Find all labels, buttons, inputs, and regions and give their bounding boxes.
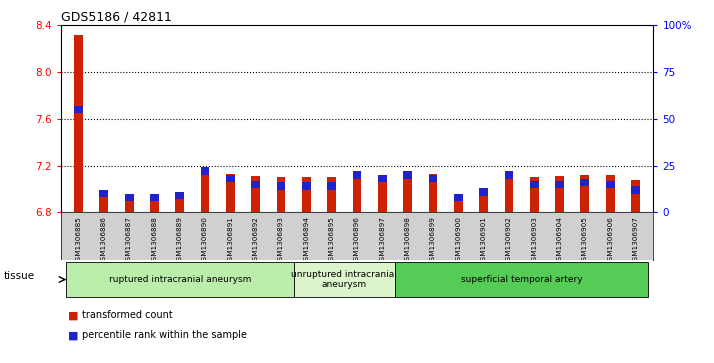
Bar xyxy=(353,171,361,179)
Bar xyxy=(99,197,109,212)
Bar xyxy=(505,171,513,179)
Bar xyxy=(505,174,513,212)
Bar xyxy=(403,171,412,179)
Bar xyxy=(378,175,387,212)
Text: GSM1306901: GSM1306901 xyxy=(481,216,487,265)
Bar xyxy=(580,179,589,186)
Text: GSM1306900: GSM1306900 xyxy=(456,216,461,265)
Bar xyxy=(605,180,615,188)
Text: unruptured intracranial
aneurysm: unruptured intracranial aneurysm xyxy=(291,270,397,289)
Bar xyxy=(74,35,83,212)
Bar xyxy=(251,176,260,212)
Text: GSM1306891: GSM1306891 xyxy=(227,216,233,265)
Bar xyxy=(378,175,387,183)
Text: GSM1306890: GSM1306890 xyxy=(202,216,208,265)
Bar xyxy=(580,175,589,212)
Text: transformed count: transformed count xyxy=(82,310,173,321)
Bar xyxy=(327,183,336,190)
Text: GSM1306888: GSM1306888 xyxy=(151,216,157,265)
Bar xyxy=(395,261,648,298)
Text: GSM1306903: GSM1306903 xyxy=(531,216,537,265)
Bar xyxy=(454,193,463,201)
Text: GSM1306898: GSM1306898 xyxy=(405,216,411,265)
Bar xyxy=(605,175,615,212)
Bar xyxy=(201,167,209,175)
Bar xyxy=(327,177,336,212)
Bar xyxy=(353,174,361,212)
Bar xyxy=(631,180,640,212)
Bar xyxy=(201,169,209,212)
Text: superficial temporal artery: superficial temporal artery xyxy=(461,275,583,284)
Text: GSM1306896: GSM1306896 xyxy=(354,216,360,265)
Bar xyxy=(251,180,260,188)
Text: GSM1306905: GSM1306905 xyxy=(582,216,588,265)
Text: ruptured intracranial aneurysm: ruptured intracranial aneurysm xyxy=(109,275,251,284)
Text: ■: ■ xyxy=(68,330,79,340)
Text: GSM1306885: GSM1306885 xyxy=(76,216,81,265)
Bar xyxy=(555,180,564,188)
Text: GSM1306895: GSM1306895 xyxy=(328,216,335,265)
Bar xyxy=(479,188,488,196)
Text: GSM1306893: GSM1306893 xyxy=(278,216,284,265)
Bar xyxy=(631,186,640,193)
Text: ■: ■ xyxy=(68,310,79,321)
Bar xyxy=(74,106,83,113)
Text: GSM1306892: GSM1306892 xyxy=(253,216,258,265)
Text: percentile rank within the sample: percentile rank within the sample xyxy=(82,330,247,340)
Text: GSM1306899: GSM1306899 xyxy=(430,216,436,265)
Text: tissue: tissue xyxy=(4,271,35,281)
Bar xyxy=(66,261,293,298)
Bar xyxy=(403,174,412,212)
Bar xyxy=(176,192,184,199)
Bar xyxy=(226,174,235,212)
Bar xyxy=(302,177,311,212)
Bar xyxy=(276,177,286,212)
Bar xyxy=(479,188,488,212)
Text: GDS5186 / 42811: GDS5186 / 42811 xyxy=(61,11,171,24)
Bar xyxy=(428,174,438,212)
Bar xyxy=(99,190,109,197)
Text: GSM1306902: GSM1306902 xyxy=(506,216,512,265)
Text: GSM1306904: GSM1306904 xyxy=(557,216,563,265)
Bar xyxy=(150,197,159,212)
Bar xyxy=(555,176,564,212)
Text: GSM1306887: GSM1306887 xyxy=(126,216,132,265)
Bar xyxy=(454,198,463,212)
Bar xyxy=(125,197,134,212)
Bar xyxy=(276,183,286,190)
Bar xyxy=(302,183,311,190)
Text: GSM1306886: GSM1306886 xyxy=(101,216,107,265)
Text: GSM1306907: GSM1306907 xyxy=(633,216,638,265)
Bar xyxy=(176,197,184,212)
Text: GSM1306894: GSM1306894 xyxy=(303,216,309,265)
Bar xyxy=(530,177,538,212)
Bar xyxy=(125,193,134,201)
Bar xyxy=(226,175,235,183)
Text: GSM1306897: GSM1306897 xyxy=(379,216,386,265)
Bar xyxy=(293,261,395,298)
Text: GSM1306906: GSM1306906 xyxy=(607,216,613,265)
Bar xyxy=(530,180,538,188)
Bar xyxy=(150,193,159,201)
Bar xyxy=(428,175,438,183)
Text: GSM1306889: GSM1306889 xyxy=(177,216,183,265)
